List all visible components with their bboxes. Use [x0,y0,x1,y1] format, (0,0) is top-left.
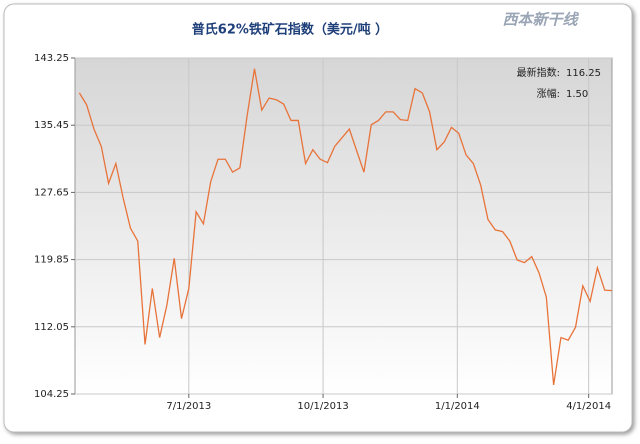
x-tick-label: 7/1/2013 [166,401,211,412]
x-tick-label: 1/1/2014 [435,401,480,412]
line-series [78,68,613,386]
logo: 西本新干线 [502,11,579,29]
y-tick-label: 112.05 [34,322,69,333]
y-tick-label: 135.45 [34,120,69,131]
y-tick-label: 119.85 [34,255,69,266]
y-tick-label: 143.25 [34,53,69,64]
annotation-value: 116.25 [566,68,601,79]
annotation-value: 1.50 [566,89,588,100]
plot-area [74,57,613,395]
x-tick-label: 10/1/2013 [297,401,348,412]
x-tick-label: 4/1/2014 [566,401,611,412]
chart-title: 普氏62%铁矿石指数（美元/吨 ） [192,22,388,38]
y-tick-label: 104.25 [34,389,69,400]
y-tick-label: 127.65 [34,187,69,198]
annotation-label: 最新指数: [517,66,560,79]
annotation-label: 涨幅: [537,87,560,100]
